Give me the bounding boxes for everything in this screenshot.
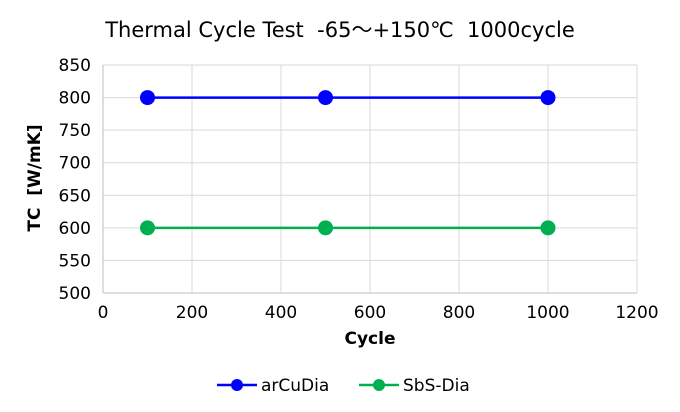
y-tick-label: 750 [59, 121, 91, 141]
data-point [140, 220, 155, 236]
axes [102, 65, 637, 294]
y-tick-label: 800 [59, 89, 91, 109]
data-point [318, 220, 333, 236]
legend-label: arCuDia [261, 376, 329, 396]
data-point [140, 90, 155, 106]
x-tick-label: 1200 [615, 303, 658, 323]
x-axis-tick-labels: 0 200 400 600 800 1000 1200 [98, 303, 659, 323]
x-tick-label: 400 [265, 303, 297, 323]
y-tick-label: 550 [59, 251, 91, 271]
data-series [140, 90, 556, 236]
legend-label: SbS-Dia [403, 376, 470, 396]
series-1 [140, 220, 556, 236]
x-tick-label: 600 [354, 303, 386, 323]
data-point [540, 90, 556, 106]
legend: arCuDia SbS-Dia [217, 376, 470, 396]
chart-title: Thermal Cycle Test -65～+150℃ 1000cycle [104, 18, 575, 42]
legend-swatch-marker [373, 379, 385, 391]
data-point [540, 220, 556, 236]
y-tick-label: 500 [59, 284, 91, 304]
data-point [318, 90, 333, 106]
y-tick-label: 850 [59, 56, 91, 76]
y-tick-label: 600 [59, 219, 91, 239]
legend-swatch-marker [231, 379, 243, 391]
gridlines [103, 64, 638, 293]
legend-item: arCuDia [217, 376, 329, 396]
y-axis-title: TC [W/mK] [25, 124, 45, 231]
x-tick-label: 800 [443, 303, 475, 323]
x-tick-label: 1000 [526, 303, 569, 323]
series-0 [140, 90, 556, 106]
y-tick-label: 650 [59, 186, 91, 206]
x-axis-title: Cycle [345, 329, 396, 349]
x-tick-label: 200 [176, 303, 208, 323]
y-axis-tick-labels: 500 550 600 650 700 750 800 850 [59, 56, 91, 304]
legend-item: SbS-Dia [359, 376, 470, 396]
y-tick-label: 700 [59, 154, 91, 174]
x-tick-label: 0 [98, 303, 109, 323]
